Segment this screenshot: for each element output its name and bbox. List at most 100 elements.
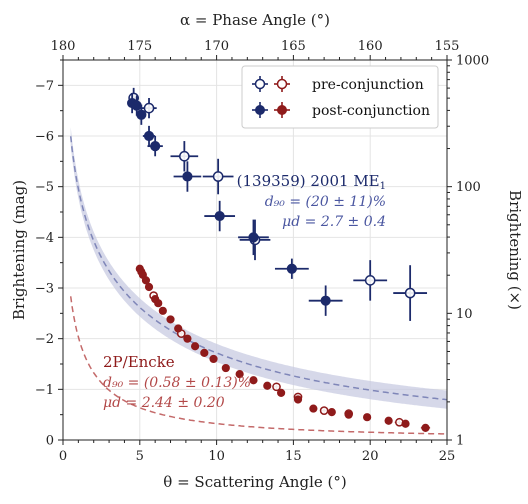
data-point xyxy=(158,306,167,315)
marker-filled xyxy=(131,100,142,111)
y-tick-label: −4 xyxy=(35,231,54,246)
fit-curve-layer xyxy=(69,136,448,435)
data-point xyxy=(353,260,388,301)
marker-filled xyxy=(293,395,303,404)
top-tick-label: 175 xyxy=(127,39,152,54)
marker-filled xyxy=(309,404,318,413)
legend-marker-filled xyxy=(277,105,287,115)
legend: pre-conjunction post-conjunction xyxy=(241,65,439,129)
data-point xyxy=(420,423,431,432)
fit-curve-me1 xyxy=(69,136,448,401)
marker-filled xyxy=(263,381,272,390)
data-point xyxy=(327,408,336,417)
data-point xyxy=(204,200,236,232)
y-tick-label: −7 xyxy=(35,79,54,94)
x-tick-label: 25 xyxy=(439,449,456,464)
marker-filled xyxy=(143,130,155,142)
annotation-encke-mu: μd = 2.44 ± 0.20 xyxy=(103,395,225,411)
y-tick-label: −6 xyxy=(35,130,54,145)
annotation-encke-name: 2P/Encke xyxy=(103,353,175,371)
top-tick-label: 165 xyxy=(281,39,306,54)
marker-filled xyxy=(327,408,336,417)
marker-filled xyxy=(363,413,372,422)
legend-item-pre-conjunction: pre-conjunction xyxy=(252,76,424,93)
legend-marker-filled xyxy=(255,105,265,115)
marker-filled xyxy=(286,263,297,274)
marker-filled xyxy=(421,423,430,432)
marker-filled xyxy=(154,299,163,308)
marker-filled xyxy=(235,370,244,379)
annotation-me1-mu: μd = 2.7 ± 0.4 xyxy=(282,214,386,230)
marker-open xyxy=(178,150,190,162)
marker-open xyxy=(364,275,376,286)
data-point xyxy=(274,258,309,279)
data-point xyxy=(170,141,199,172)
data-point xyxy=(190,342,200,351)
top-tick-label: 170 xyxy=(204,39,229,54)
data-point xyxy=(209,354,218,364)
data-point xyxy=(235,370,244,379)
ticks-layer: 0 5 10 15 20 25 0 −1 −2 −3 −4 −5 −6 −7 180 175 170 165 160… xyxy=(35,39,489,464)
top-tick-label: 180 xyxy=(51,39,76,54)
data-point xyxy=(249,376,258,385)
legend-symbol-pre-conjunction xyxy=(252,76,290,92)
marker-filled xyxy=(320,295,331,306)
data-point xyxy=(238,219,269,256)
data-point xyxy=(183,334,192,343)
annotation-me1-name-text: (139359) 2001 ME xyxy=(237,172,380,190)
marker-filled xyxy=(190,342,200,351)
y-tick-label: 0 xyxy=(46,434,54,449)
data-point xyxy=(166,315,175,324)
marker-filled xyxy=(344,410,353,419)
x-tick-label: 10 xyxy=(208,449,225,464)
legend-box xyxy=(241,65,439,129)
annotation-me1-name: (139359) 2001 ME1 xyxy=(237,172,386,192)
top-tick-label: 155 xyxy=(435,39,460,54)
data-point xyxy=(154,299,163,308)
data-point xyxy=(272,382,281,392)
data-point xyxy=(319,406,329,415)
marker-open xyxy=(319,406,329,415)
annotation-me1-name-subscript: 1 xyxy=(380,181,386,192)
data-point xyxy=(393,265,428,321)
top-tick-label: 160 xyxy=(358,39,383,54)
marker-filled xyxy=(166,315,175,324)
marker-filled xyxy=(401,419,410,428)
marker-filled xyxy=(221,363,230,373)
marker-filled xyxy=(183,334,192,343)
y-tick-label: −2 xyxy=(35,332,54,347)
legend-symbol-post-conjunction xyxy=(252,102,290,118)
y-tick-label: −3 xyxy=(35,282,54,297)
legend-label-pre-conjunction: pre-conjunction xyxy=(312,77,424,93)
right-tick-label: 1000 xyxy=(456,54,489,69)
marker-open xyxy=(143,102,155,114)
marker-filled xyxy=(248,232,259,243)
y-tick-label: −1 xyxy=(35,383,54,398)
legend-marker-open xyxy=(276,78,288,90)
data-point xyxy=(401,419,410,428)
x-tick-label: 20 xyxy=(362,449,379,464)
top-axis-title: α = Phase Angle (°) xyxy=(180,11,330,29)
marker-open xyxy=(404,287,416,299)
series-3 xyxy=(135,264,431,432)
data-point xyxy=(147,136,163,157)
data-point xyxy=(202,158,234,195)
data-point xyxy=(200,348,209,357)
marker-filled xyxy=(277,388,286,397)
plot-frame xyxy=(62,59,448,441)
data-point xyxy=(363,413,372,422)
marker-filled xyxy=(144,282,154,292)
x-tick-label: 15 xyxy=(285,449,302,464)
data-point xyxy=(277,388,286,397)
data-point xyxy=(384,416,393,425)
marker-filled xyxy=(136,109,147,120)
marker-filled xyxy=(150,141,161,152)
x-axis-title: θ = Scattering Angle (°) xyxy=(163,473,346,491)
marker-filled xyxy=(384,416,393,425)
data-point xyxy=(308,285,343,316)
data-point xyxy=(263,381,272,390)
marker-filled xyxy=(209,354,218,364)
right-axis-title: Brightening (×) xyxy=(506,190,524,310)
data-point xyxy=(144,282,154,292)
